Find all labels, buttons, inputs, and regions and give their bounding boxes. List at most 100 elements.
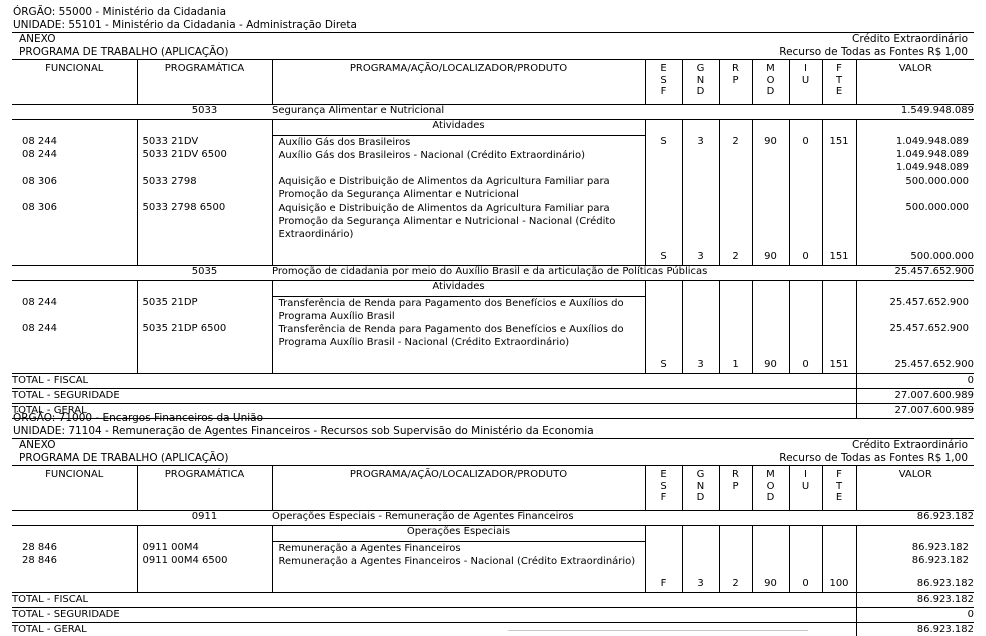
recurso-label: Recurso de Todas as Fontes R$ 1,00 <box>779 46 968 58</box>
anexo-row: ANEXO Crédito Extraordinário <box>0 439 986 452</box>
program-code: 5035 <box>191 266 218 277</box>
th-programatica: PROGRAMÁTICA <box>164 63 245 74</box>
value-cell: 86.923.182 86.923.182 <box>855 541 974 578</box>
value-bottom: 25.457.652.900 <box>855 359 974 374</box>
rp-top: 2 <box>732 136 739 147</box>
program-row: 0911 Operações Especiais - Remuneração d… <box>12 511 974 526</box>
th-valor: VALOR <box>898 469 932 480</box>
esf-top: S <box>660 136 667 147</box>
fte-cell: 151 <box>821 135 856 251</box>
table-header-row: FUNCIONAL PROGRAMÁTICA PROGRAMA/AÇÃO/LOC… <box>12 59 974 105</box>
th-valor: VALOR <box>898 63 932 74</box>
th-programa: PROGRAMA/AÇÃO/LOCALIZADOR/PRODUTO <box>349 63 568 74</box>
budget-table-2: FUNCIONAL PROGRAMÁTICA PROGRAMA/AÇÃO/LOC… <box>12 465 974 636</box>
esf-cell: S <box>644 135 682 251</box>
gnd-bottom: 3 <box>681 251 719 266</box>
total-geral-label: TOTAL - GERAL <box>12 405 87 416</box>
section-71000: ÓRGÃO: 71000 - Encargos Financeiros da U… <box>0 412 986 636</box>
program-code: 0911 <box>191 511 218 522</box>
programatica-cell: 5033 21DV 5033 21DV 6500 5033 2798 5033 2… <box>136 135 272 251</box>
total-seguridade-row: TOTAL - SEGURIDADE 0 <box>12 607 974 623</box>
program-name: Operações Especiais - Remuneração de Age… <box>272 511 574 522</box>
total-seguridade-value: 0 <box>855 607 974 623</box>
total-geral-row: TOTAL - GERAL 86.923.182 <box>12 622 974 636</box>
total-seguridade-label: TOTAL - SEGURIDADE <box>12 609 120 620</box>
funcional-cell: 08 244 08 244 08 306 08 306 <box>22 136 57 214</box>
action-block-row: 28 846 28 846 0911 00M4 0911 00M4 6500 Rem… <box>12 541 974 578</box>
anexo-label: ANEXO <box>19 439 56 451</box>
iu-bottom: 0 <box>788 251 822 266</box>
divider <box>12 32 974 33</box>
programatica-cell: 0911 00M4 0911 00M4 6500 <box>136 541 272 578</box>
table-header-row: FUNCIONAL PROGRAMÁTICA PROGRAMA/AÇÃO/LOC… <box>12 465 974 511</box>
total-fiscal-label: TOTAL - FISCAL <box>12 375 89 386</box>
page-artifact-line <box>508 630 808 631</box>
gnd-bottom: 3 <box>681 359 719 374</box>
group-label-row: Atividades <box>12 280 974 297</box>
programa-trabalho-label: PROGRAMA DE TRABALHO (APLICAÇÃO) <box>19 452 229 464</box>
action-block-row: 08 244 08 244 08 306 08 306 5033 21DV 5033… <box>12 135 974 251</box>
mod-bottom: 90 <box>751 251 789 266</box>
iu-bottom: 0 <box>788 578 822 593</box>
unidade-line: UNIDADE: 55101 - Ministério da Cidadania… <box>13 19 357 31</box>
program-value: 25.457.652.900 <box>894 266 974 277</box>
gnd-bottom: 3 <box>681 578 719 593</box>
value-cell: 25.457.652.900 25.457.652.900 <box>855 296 974 359</box>
program-subtotal-row: S 3 2 90 0 151 500.000.000 <box>12 251 974 266</box>
program-value: 86.923.182 <box>916 511 974 522</box>
iu-bottom: 0 <box>788 359 822 374</box>
fte-bottom: 151 <box>821 251 856 266</box>
programa-trabalho-row: PROGRAMA DE TRABALHO (APLICAÇÃO) Recurso… <box>0 452 986 465</box>
gnd-top: 3 <box>697 136 704 147</box>
mod-top: 90 <box>764 136 777 147</box>
funcional-cell: 28 846 28 846 <box>22 542 57 567</box>
total-seguridade-value: 27.007.600.989 <box>855 388 974 404</box>
group-label: Atividades <box>271 280 645 297</box>
program-row: 5035 Promoção de cidadania por meio do A… <box>12 266 974 281</box>
group-label: Operações Especiais <box>271 525 645 542</box>
total-geral-label: TOTAL - GERAL <box>12 624 87 635</box>
total-geral-value: 27.007.600.989 <box>855 403 974 419</box>
iu-top: 0 <box>802 136 809 147</box>
th-programatica: PROGRAMÁTICA <box>164 469 245 480</box>
th-funcional: FUNCIONAL <box>45 63 104 74</box>
esf-bottom: S <box>644 359 682 374</box>
funcional-cell: 08 244 08 244 <box>22 297 57 335</box>
divider <box>12 438 974 439</box>
iu-cell: 0 <box>788 135 822 251</box>
group-label: Atividades <box>271 119 645 136</box>
total-fiscal-row: TOTAL - FISCAL 86.923.182 <box>12 592 974 608</box>
credito-label: Crédito Extraordinário <box>852 33 968 45</box>
program-row: 5033 Segurança Alimentar e Nutricional 1… <box>12 105 974 120</box>
program-code: 5033 <box>191 105 218 116</box>
value-cell: 1.049.948.089 1.049.948.089 1.049.948.089 5… <box>855 135 974 251</box>
credito-label: Crédito Extraordinário <box>852 439 968 451</box>
value-bottom: 500.000.000 <box>855 251 974 266</box>
total-geral-row: TOTAL - GERAL 27.007.600.989 <box>12 403 974 419</box>
esf-bottom: F <box>644 578 682 593</box>
description-cell: Auxílio Gás dos Brasileiros Auxílio Gás d… <box>271 135 645 251</box>
action-block-row: 08 244 08 244 5035 21DP 5035 21DP 6500 T… <box>12 296 974 359</box>
esf-bottom: S <box>644 251 682 266</box>
group-label-row: Operações Especiais <box>12 525 974 542</box>
fte-top: 151 <box>829 136 849 147</box>
program-subtotal-row: F 3 2 90 0 100 86.923.182 <box>12 578 974 593</box>
programatica-cell: 5035 21DP 5035 21DP 6500 <box>136 296 272 359</box>
fte-bottom: 151 <box>821 359 856 374</box>
total-fiscal-value: 0 <box>855 373 974 389</box>
rp-bottom: 2 <box>718 578 752 593</box>
fte-bottom: 100 <box>821 578 856 593</box>
mod-bottom: 90 <box>751 578 789 593</box>
gnd-cell: 3 <box>681 135 719 251</box>
program-subtotal-row: S 3 1 90 0 151 25.457.652.900 <box>12 359 974 374</box>
rp-bottom: 2 <box>718 251 752 266</box>
programa-trabalho-row: PROGRAMA DE TRABALHO (APLICAÇÃO) Recurso… <box>0 46 986 59</box>
